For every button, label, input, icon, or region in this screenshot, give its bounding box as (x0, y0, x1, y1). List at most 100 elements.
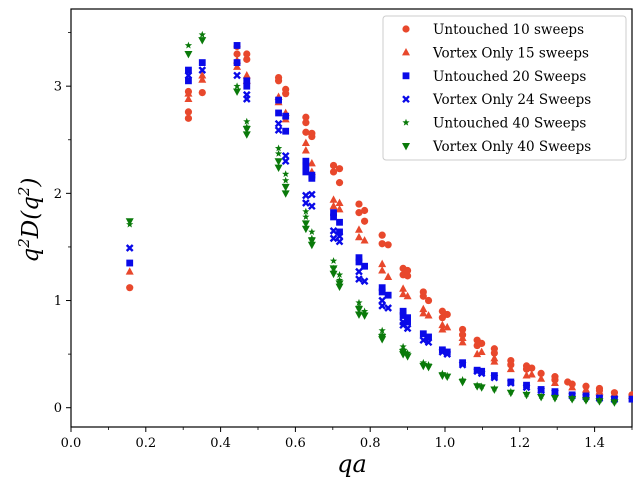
data-point (233, 71, 241, 80)
data-point (361, 262, 368, 270)
data-point (424, 311, 433, 319)
x-axis-label: qa (337, 450, 367, 478)
data-point (242, 71, 251, 79)
series-3 (125, 66, 619, 403)
data-point (581, 397, 590, 405)
data-point (198, 71, 207, 79)
data-point (443, 310, 451, 319)
data-point (243, 77, 251, 85)
data-point (378, 296, 387, 305)
data-point (419, 358, 427, 366)
axes: 0.0 0.2 0.4 0.6 0.8 1.0 1.2 1.4 0 1 2 3 (54, 8, 633, 451)
data-point (355, 209, 363, 217)
data-point (336, 218, 343, 226)
legend-label: Untouched 40 Sweeps (433, 116, 586, 132)
data-point (360, 307, 369, 315)
y-label-mid: D(q (18, 196, 44, 239)
data-point (302, 128, 310, 136)
data-point (581, 385, 590, 393)
data-point (354, 306, 363, 314)
data-point (329, 168, 338, 176)
data-point (308, 129, 316, 137)
data-points (125, 30, 633, 407)
data-point (302, 191, 310, 200)
x-tick-label: 1.2 (509, 436, 530, 451)
legend-label: Untouched 20 Sweeps (433, 69, 586, 85)
data-point (275, 96, 282, 104)
data-point (282, 127, 290, 135)
legend-marker (402, 95, 410, 104)
data-point (125, 267, 134, 275)
data-point (274, 164, 283, 173)
data-point (242, 90, 251, 99)
data-point (275, 109, 282, 117)
data-point (507, 356, 515, 365)
legend-marker (402, 72, 410, 80)
data-point (355, 267, 363, 276)
legend-label: Vortex Only 40 Sweeps (432, 139, 591, 155)
data-point (354, 225, 363, 233)
data-point (335, 276, 344, 284)
data-point (335, 271, 344, 278)
data-point (473, 367, 482, 376)
data-point (184, 71, 193, 80)
data-point (307, 241, 316, 250)
legend-item: Untouched 20 Sweeps (402, 69, 586, 85)
data-point (424, 338, 433, 347)
data-point (335, 165, 344, 173)
y-label-sup1: 2 (15, 238, 33, 249)
data-point (274, 126, 283, 134)
y-tick-label: 3 (54, 80, 62, 95)
data-point (281, 190, 290, 198)
data-point (399, 307, 407, 315)
data-point (568, 396, 577, 404)
data-point (378, 240, 386, 248)
x-tick-label: 0.0 (61, 436, 82, 451)
data-point (610, 399, 619, 407)
data-point (301, 146, 310, 154)
data-point (438, 348, 447, 356)
data-point (384, 304, 393, 312)
data-point (243, 55, 251, 63)
data-point (198, 37, 207, 45)
data-point (184, 89, 193, 97)
legend-marker (402, 48, 410, 56)
data-point (233, 42, 241, 49)
data-point (282, 170, 290, 178)
data-point (335, 232, 344, 241)
data-point (330, 209, 337, 217)
data-point (628, 395, 633, 403)
data-point (595, 387, 604, 395)
data-point (399, 318, 407, 326)
data-point (424, 363, 433, 372)
data-point (233, 62, 242, 70)
data-point (378, 284, 386, 292)
data-point (490, 386, 499, 394)
data-point (184, 51, 193, 59)
data-point (302, 162, 310, 169)
data-point (458, 360, 467, 369)
series-2 (126, 42, 633, 403)
data-point (610, 389, 619, 397)
data-point (354, 232, 363, 241)
data-point (473, 349, 482, 358)
data-point (329, 270, 338, 279)
data-point (490, 373, 499, 382)
data-point (282, 85, 290, 93)
data-point (438, 346, 446, 354)
series-5 (125, 37, 619, 407)
data-point (425, 333, 432, 341)
data-point (458, 337, 467, 346)
data-point (399, 284, 408, 292)
legend: Untouched 10 sweeps Vortex Only 15 sweeps… (382, 15, 627, 161)
data-point (233, 50, 241, 58)
data-point (403, 324, 412, 333)
data-point (490, 345, 498, 353)
data-point (329, 227, 338, 235)
legend-label: Vortex Only 24 Sweeps (432, 92, 591, 108)
data-point (403, 353, 412, 361)
data-point (522, 391, 531, 400)
data-point (551, 373, 559, 381)
data-point (384, 291, 392, 299)
y-tick-label: 2 (54, 187, 62, 202)
